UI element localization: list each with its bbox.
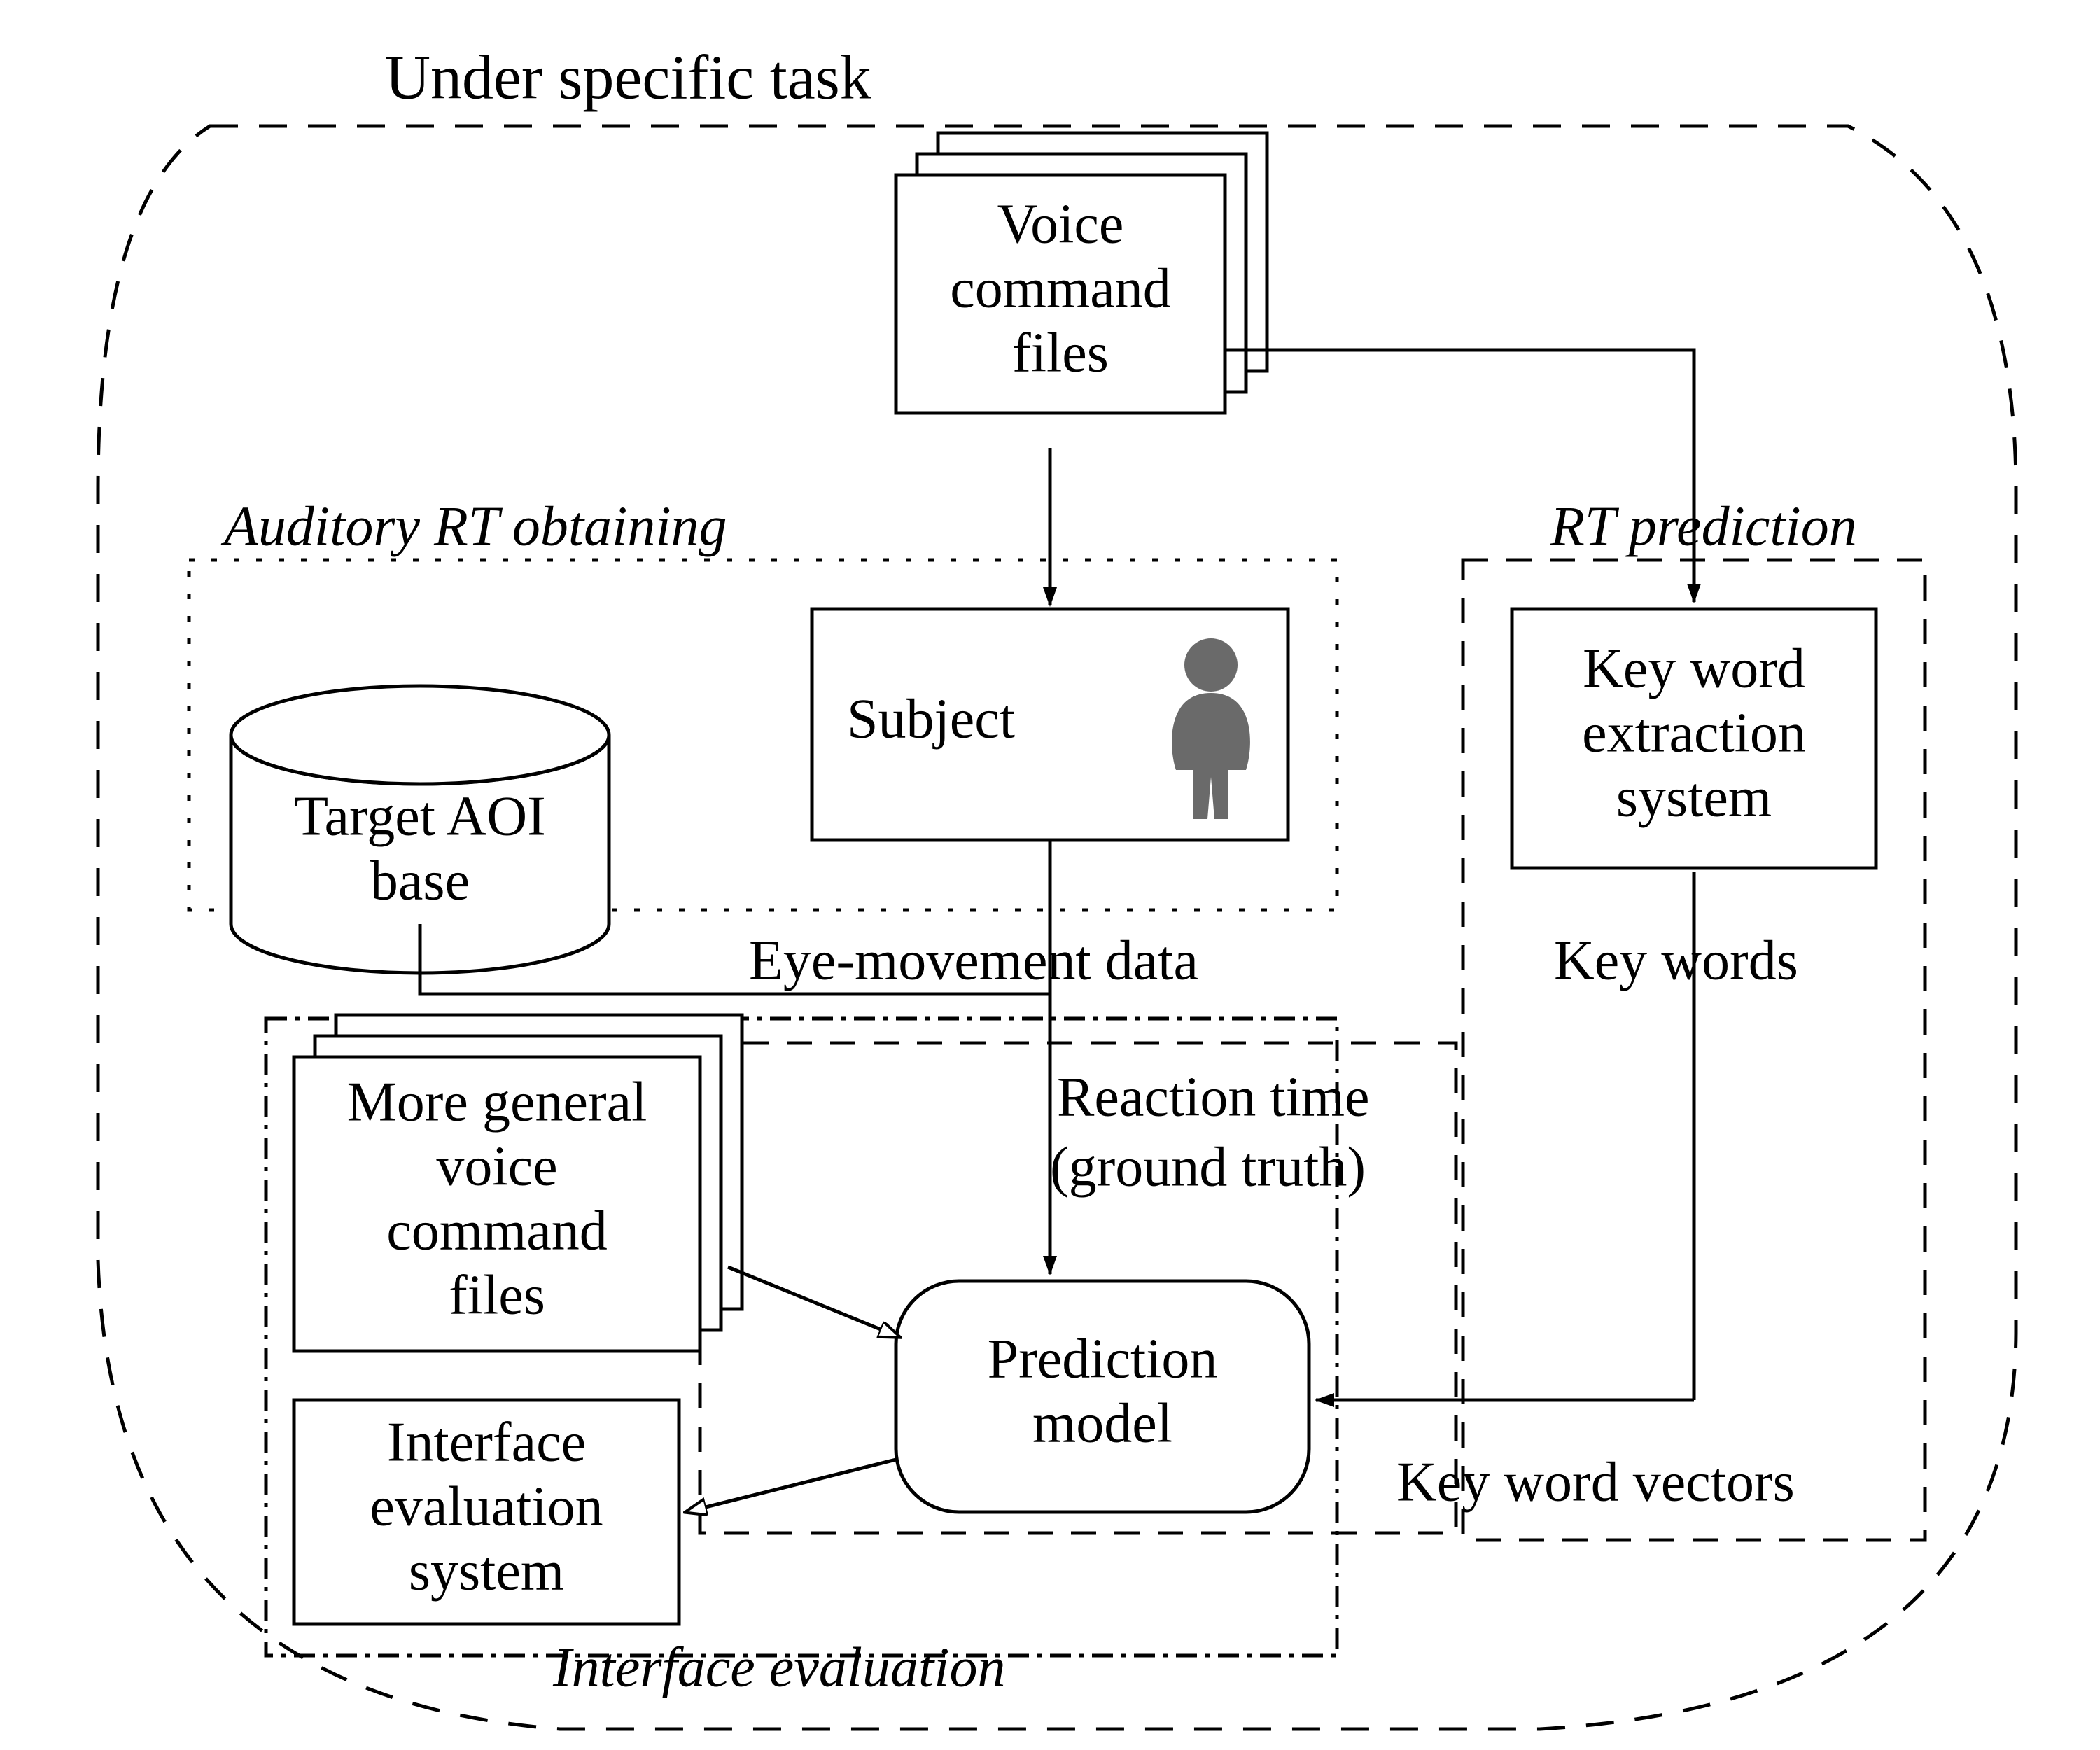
svg-text:evaluation: evaluation — [370, 1476, 603, 1537]
svg-text:files: files — [449, 1264, 545, 1326]
arrow-voice-to-keyword — [1225, 350, 1694, 602]
svg-text:More general: More general — [347, 1071, 648, 1133]
svg-text:files: files — [1012, 322, 1109, 384]
svg-text:command: command — [386, 1200, 607, 1261]
svg-text:system: system — [409, 1540, 564, 1602]
svg-text:model: model — [1032, 1392, 1172, 1454]
svg-text:system: system — [1616, 766, 1772, 828]
label-key-word-vectors: Key word vectors — [1396, 1451, 1795, 1513]
svg-text:Interface: Interface — [387, 1411, 586, 1473]
svg-text:command: command — [950, 258, 1170, 319]
svg-text:Subject: Subject — [847, 688, 1015, 750]
svg-text:extraction: extraction — [1582, 702, 1806, 764]
label-rt-prediction-title: RT prediction — [1550, 496, 1857, 557]
label-eye-movement: Eye-movement data — [749, 930, 1198, 991]
label-outer-title: Under specific task — [385, 43, 872, 113]
label-auditory-title: Auditory RT obtaining — [220, 496, 727, 557]
svg-text:Prediction: Prediction — [988, 1328, 1218, 1390]
svg-text:Key word: Key word — [1583, 638, 1805, 699]
label-reaction-time-l2: (ground truth) — [1050, 1136, 1366, 1198]
svg-text:base: base — [370, 850, 470, 911]
svg-text:voice: voice — [436, 1135, 557, 1197]
svg-text:Voice: Voice — [997, 193, 1124, 255]
label-key-words: Key words — [1554, 930, 1798, 991]
arrow-model-to-interface — [686, 1460, 896, 1512]
label-interface-title: Interface evaluation — [552, 1637, 1005, 1698]
label-reaction-time-l1: Reaction time — [1057, 1066, 1370, 1128]
svg-text:Target AOI: Target AOI — [294, 785, 546, 847]
arrow-morefiles-to-model — [728, 1267, 899, 1337]
